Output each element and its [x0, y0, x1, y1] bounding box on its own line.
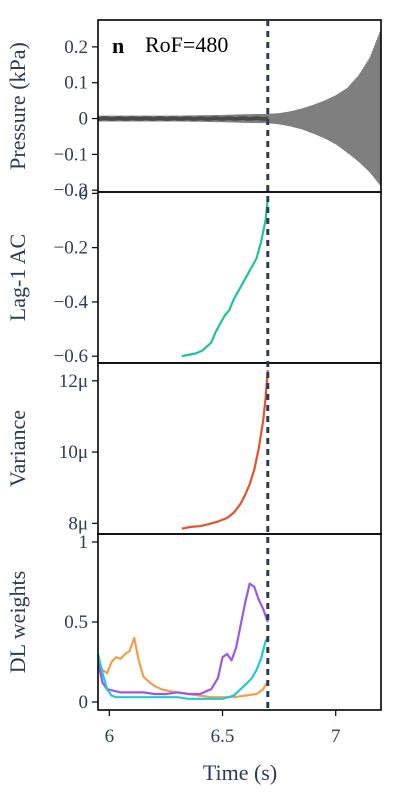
- y-tick-label-variance: 8μ: [68, 513, 88, 534]
- plot-area-lag1: [181, 198, 269, 358]
- dl-series-0: [98, 636, 269, 699]
- lag1-series-0: [181, 198, 269, 358]
- x-axis-title: Time (s): [203, 760, 277, 785]
- dl-series-1: [98, 582, 269, 696]
- y-tick-label-dl: 0: [79, 692, 89, 713]
- x-tick-label: 7: [331, 726, 341, 747]
- variance-series-0: [181, 370, 269, 530]
- panel-pressure: −0.2 −0.1 0 0.1 0.2 Pressure (kPa): [5, 19, 382, 201]
- pressure-baseline: [98, 116, 269, 121]
- y-tick-label-dl: 1: [79, 532, 89, 553]
- y-tick-label-pressure: 0.2: [64, 37, 88, 58]
- y-tick-label-variance: 10μ: [59, 442, 88, 463]
- panel-frame-dl: [97, 533, 382, 711]
- y-tick-label-pressure: 0: [79, 109, 89, 130]
- y-tick-label-pressure: 0.1: [64, 73, 88, 94]
- panel-frame-lag1: [97, 191, 382, 364]
- y-tick-label-pressure: −0.1: [54, 144, 88, 165]
- panel-letter: n: [112, 33, 124, 58]
- pressure-signal: [98, 28, 381, 186]
- y-tick-label-lag1: −0.6: [54, 346, 88, 367]
- y-tick-label-pressure: −0.2: [54, 180, 88, 201]
- x-tick-label: 6.5: [211, 726, 235, 747]
- y-tick-label-variance: 12μ: [59, 371, 88, 392]
- panel-frame-variance: [97, 362, 382, 535]
- plot-area-variance: [181, 370, 269, 530]
- panel-variance: 8μ 10μ 12μ Variance: [5, 362, 382, 535]
- y-axis-title-pressure: Pressure (kPa): [5, 42, 30, 170]
- panel-dl: 0 0.5 1 DL weights: [5, 532, 382, 713]
- y-tick-label-lag1: 0: [79, 183, 89, 204]
- plot-area-dl: [98, 582, 269, 700]
- plot-area-pressure: [98, 28, 381, 186]
- y-tick-label-lag1: −0.4: [54, 292, 89, 313]
- dl-series-2: [98, 637, 269, 700]
- y-tick-label-dl: 0.5: [64, 612, 88, 633]
- y-axis-title-variance: Variance: [5, 410, 30, 487]
- annotation-label: RoF=480: [145, 32, 228, 57]
- x-tick-label: 6: [105, 726, 115, 747]
- y-tick-label-lag1: −0.2: [54, 238, 88, 259]
- y-axis-title-dl: DL weights: [5, 571, 30, 673]
- y-axis-title-lag1: Lag-1 AC: [5, 234, 30, 321]
